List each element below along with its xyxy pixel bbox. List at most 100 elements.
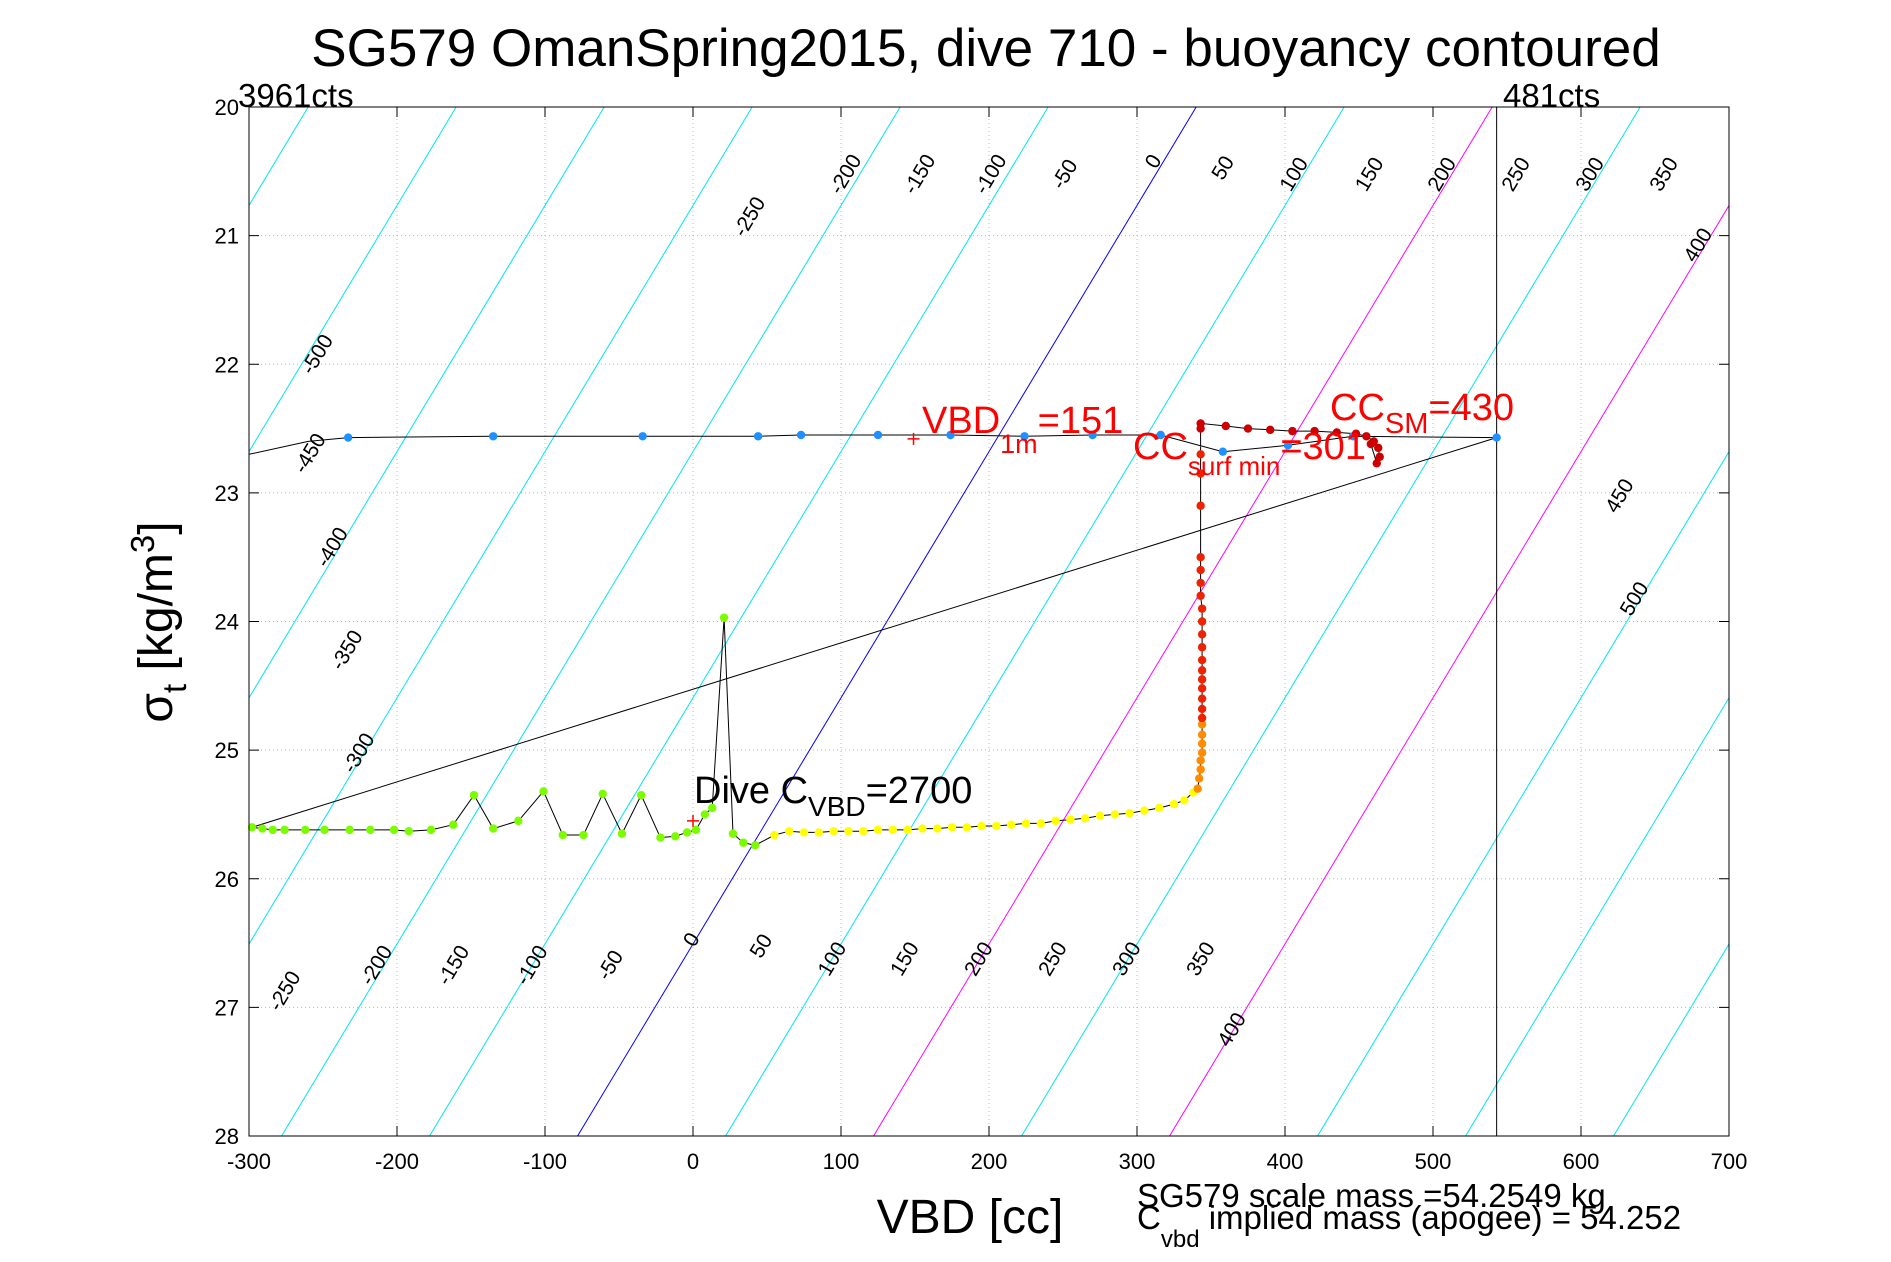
- annotation-dive-cvbd-value: =2700: [866, 770, 973, 812]
- data-point: [1197, 704, 1207, 714]
- y-tick-label: 27: [215, 995, 239, 1020]
- data-point: [1197, 666, 1207, 675]
- data-point: [1243, 424, 1253, 433]
- data-point: [1196, 756, 1205, 765]
- y-axis-label-sup: 3: [124, 535, 161, 553]
- data-point: [514, 816, 523, 826]
- y-axis-label-main: [kg/m: [130, 553, 183, 684]
- annotation-cc-surf-min-sub: surf min: [1188, 451, 1280, 481]
- data-point: [918, 824, 927, 833]
- data-point: [844, 826, 853, 836]
- data-point: [1197, 643, 1207, 652]
- data-point: [1066, 815, 1075, 824]
- data-point: [268, 825, 277, 835]
- data-point: [1196, 591, 1205, 600]
- data-point: [1310, 426, 1319, 436]
- annotation-cc-surf-min-value: =301: [1280, 426, 1366, 468]
- y-tick-label: 24: [215, 610, 239, 635]
- annotation-dive-cvbd-sub: VBD: [808, 791, 866, 822]
- data-point: [873, 825, 883, 835]
- contour-line: [429, 107, 1049, 1136]
- annotation-cc-sm: CCSM=430: [1330, 387, 1514, 440]
- footer-implied-mass: Cvbd implied mass (apogee) = 54.252: [1137, 1199, 1681, 1253]
- data-point: [1169, 799, 1179, 809]
- data-point: [700, 810, 710, 819]
- contour-line: [1317, 450, 1729, 1136]
- y-axis-label-sub: t: [156, 684, 193, 693]
- data-point: [489, 824, 498, 833]
- y-axis-label: σt [kg/m3]: [124, 521, 193, 722]
- annotation-vbd-1m-main: VBD: [922, 400, 1000, 442]
- data-point: [739, 838, 748, 847]
- data-point: [539, 787, 548, 796]
- data-point: [1051, 816, 1060, 826]
- data-point: [1193, 784, 1202, 793]
- x-tick-label: 400: [1267, 1149, 1304, 1174]
- data-point: [719, 613, 729, 622]
- data-point: [656, 833, 665, 842]
- data-point: [1095, 811, 1105, 820]
- data-point: [1196, 450, 1205, 459]
- data-point: [280, 825, 289, 835]
- annotation-cc-sm-main: CC: [1330, 387, 1385, 429]
- data-point: [1197, 720, 1207, 729]
- data-point: [1140, 806, 1149, 815]
- data-point: [1351, 429, 1361, 438]
- data-point: [558, 830, 567, 840]
- y-axis-label-sigma: σ: [130, 693, 183, 723]
- contour-line: [249, 107, 605, 699]
- data-point: [426, 825, 436, 835]
- y-tick-label: 22: [215, 352, 239, 377]
- counts-left-label: 3961cts: [238, 77, 354, 114]
- contour-line: [873, 107, 1493, 1136]
- y-tick-label: 21: [215, 224, 239, 249]
- data-point: [1196, 501, 1205, 510]
- cvbd-plus-marker: [907, 432, 920, 445]
- data-point: [1492, 433, 1501, 442]
- data-point: [1196, 419, 1205, 428]
- data-point: [799, 828, 809, 837]
- annotation-cc-surf-min: CCsurf min=301: [1133, 426, 1366, 481]
- data-point: [1266, 425, 1275, 435]
- y-axis-label-close: ]: [130, 521, 183, 534]
- footer-implied-rest: implied mass (apogee) = 54.252: [1200, 1199, 1682, 1236]
- data-point: [1218, 447, 1228, 456]
- profile-line-path: [249, 422, 1497, 846]
- data-point: [1197, 655, 1207, 665]
- data-point: [933, 824, 942, 833]
- data-point: [617, 829, 627, 838]
- footer-scale-mass: SG579 scale mass =54.2549 kg: [1137, 1177, 1606, 1214]
- annotation-dive-cvbd: Dive CVBD=2700: [694, 770, 972, 822]
- data-point: [320, 825, 329, 835]
- contour-line: [1465, 696, 1729, 1136]
- axis-ticks: -300 -200 -100 0 100 200 300 400 500 600 700 20 21 22…: [215, 95, 1748, 1174]
- data-point: [814, 828, 823, 837]
- data-point: [728, 829, 738, 838]
- data-point: [888, 825, 897, 835]
- chart-title: SG579 OmanSpring2015, dive 710 - buoyanc…: [311, 19, 1660, 78]
- data-point: [469, 790, 479, 800]
- data-point: [1125, 808, 1134, 818]
- footer-implied-c: C: [1137, 1199, 1161, 1236]
- data-point: [258, 824, 267, 833]
- data-point: [1283, 441, 1293, 450]
- x-tick-label: 700: [1711, 1149, 1748, 1174]
- contour-line: [1613, 943, 1729, 1136]
- data-point: [579, 830, 588, 840]
- y-tick-label: 25: [215, 738, 239, 763]
- data-point: [829, 826, 838, 836]
- x-tick-label: 300: [1119, 1149, 1156, 1174]
- data-point: [1197, 675, 1207, 684]
- x-axis-label: VBD [cc]: [877, 1191, 1064, 1244]
- profile-line: [249, 422, 1497, 846]
- y-tick-label: 23: [215, 481, 239, 506]
- data-point: [1197, 730, 1207, 739]
- data-point: [1197, 617, 1207, 626]
- data-point: [1081, 814, 1090, 823]
- grid-lines: [249, 107, 1729, 1136]
- data-point: [1196, 765, 1205, 774]
- data-point: [1332, 428, 1342, 437]
- data-point: [1375, 452, 1384, 462]
- annotation-vbd-1m-sub: 1m: [1000, 429, 1038, 459]
